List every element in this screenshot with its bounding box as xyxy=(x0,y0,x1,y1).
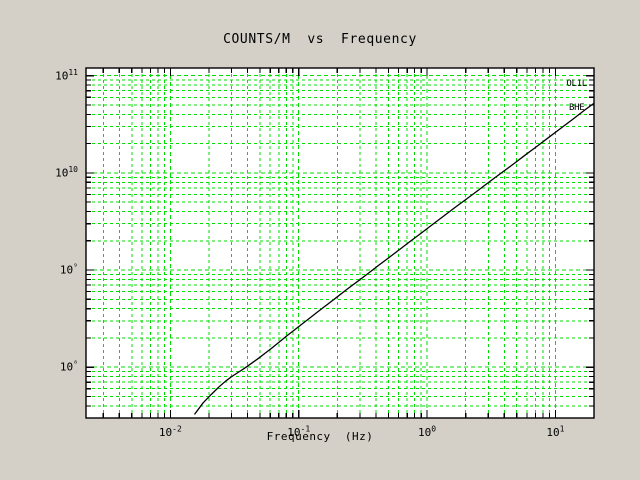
axis-ticks xyxy=(86,68,595,419)
plot-background xyxy=(86,68,594,418)
x-tick-label: 10-2 xyxy=(158,424,182,439)
page-title: COUNTS/M vs Frequency xyxy=(223,32,417,47)
y-tick-label: 10⁸ xyxy=(59,359,78,374)
annotation-line-1: OL1L xyxy=(566,79,587,89)
x-tick-label: 100 xyxy=(417,424,437,439)
y-tick-label: 10⁹ xyxy=(59,261,78,277)
y-tick-label: 1011 xyxy=(55,67,78,83)
x-tick-label: 10-1 xyxy=(287,424,311,439)
x-tick-label: 101 xyxy=(546,424,565,439)
grid-lines xyxy=(86,68,594,418)
x-axis-label: Frequency (Hz) xyxy=(266,430,374,443)
annotation-line-2: BHE xyxy=(568,103,585,113)
plot-frame xyxy=(85,67,595,419)
data-curve xyxy=(194,102,594,415)
y-tick-label: 1010 xyxy=(55,164,78,180)
station-channel-annotation: OL1L BHE xyxy=(561,64,592,128)
